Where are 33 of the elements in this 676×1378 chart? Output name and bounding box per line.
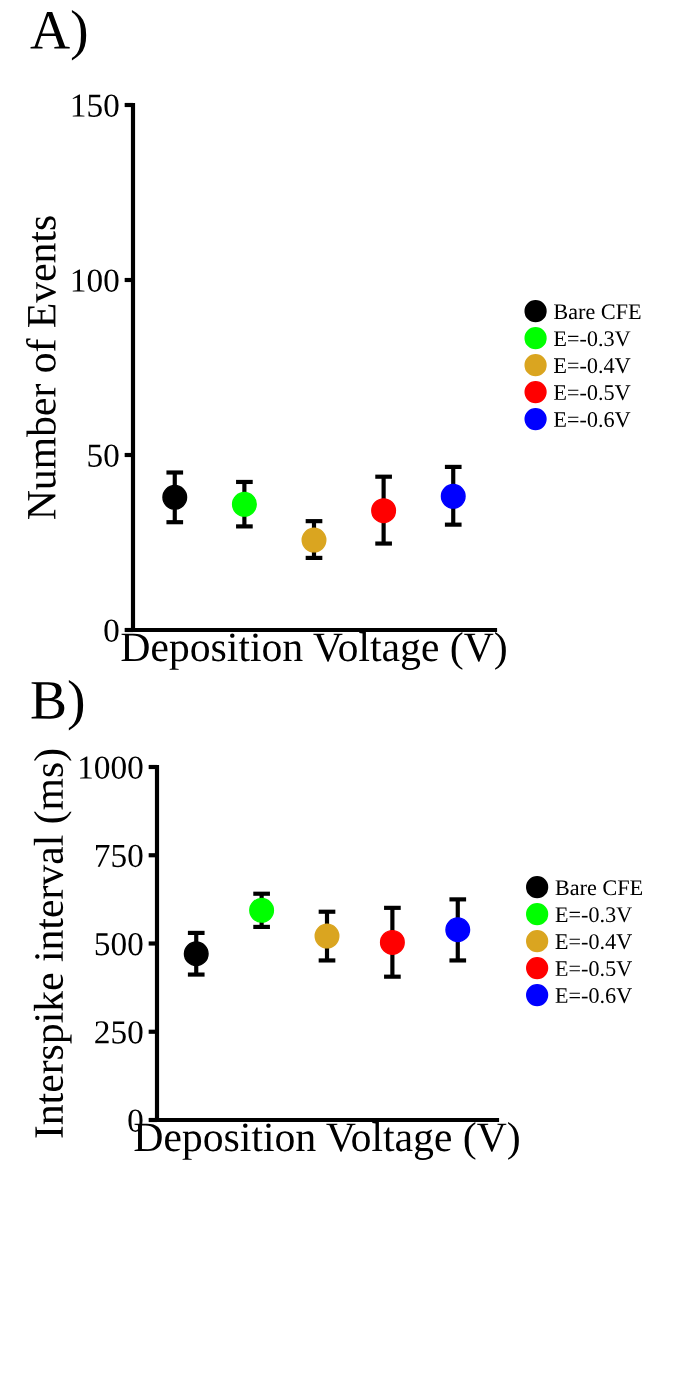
x-axis-title: Deposition Voltage (V) <box>121 632 506 670</box>
y-tick-label: 0 <box>104 619 119 642</box>
y-tick-label: 750 <box>96 844 143 868</box>
legend-label: E=-0.4V <box>553 358 631 374</box>
point <box>445 917 471 943</box>
point <box>301 527 327 553</box>
y-tick-label: 500 <box>95 932 143 956</box>
y-tick-label: 250 <box>95 1021 143 1044</box>
point <box>162 484 188 510</box>
y-tick-label: 150 <box>72 94 119 117</box>
legend-label: E=-0.6V <box>555 988 632 1004</box>
legend-label: E=-0.4V <box>555 934 632 950</box>
y-axis-title: Number of Events <box>26 216 56 520</box>
legend-label: Bare CFE <box>553 304 641 320</box>
point <box>183 941 209 967</box>
y-tick-label: 100 <box>72 269 119 292</box>
y-tick-label: 50 <box>88 444 119 467</box>
legend-label: E=-0.3V <box>553 331 631 347</box>
legend-label: E=-0.5V <box>555 961 632 977</box>
point <box>231 491 257 517</box>
y-axis-title: Interspike interval (ms) <box>33 749 72 1138</box>
point <box>371 498 397 524</box>
y-tick-label: 1000 <box>80 756 143 779</box>
legend-label: E=-0.5V <box>553 385 631 401</box>
legend-label: Bare CFE <box>555 880 643 896</box>
legend-label: E=-0.3V <box>555 907 632 923</box>
point <box>440 483 466 509</box>
point <box>314 923 340 949</box>
chart-title: B) <box>31 680 84 731</box>
chart-title: A) <box>30 10 87 61</box>
legend-label: E=-0.6V <box>553 412 631 428</box>
point <box>379 929 405 955</box>
point <box>249 897 275 923</box>
